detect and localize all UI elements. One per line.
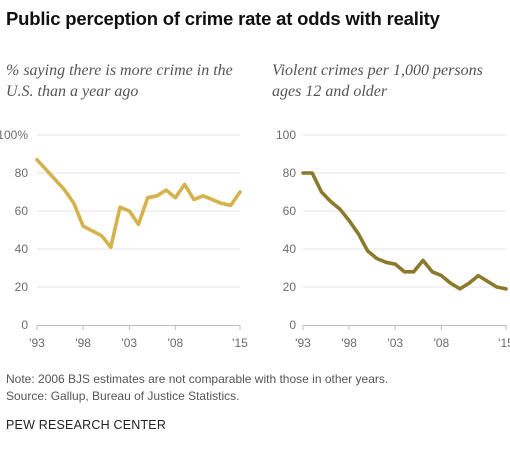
right-x-tick-label: '98: [341, 336, 357, 350]
right-x-tick-label: '08: [434, 336, 450, 350]
left-x-tick-label: '93: [29, 336, 45, 350]
right-y-tick-label: 100: [276, 128, 296, 142]
charts-canvas: 0 20 40 60 80 100% '93 '98 '03 '08 '15 0 20 40 60 80 10…: [0, 128, 510, 350]
left-series-line: [35, 157, 242, 249]
chart-note: Note: 2006 BJS estimates are not compara…: [6, 372, 389, 386]
right-y-tick-label: 20: [283, 280, 297, 294]
left-panel-subtitle: % saying there is more crime in the U.S.…: [6, 62, 233, 100]
left-y-tick-label: 40: [15, 242, 29, 256]
left-y-tick-label: 60: [15, 204, 29, 218]
right-y-tick-label: 60: [283, 204, 297, 218]
right-panel-subtitle: Violent crimes per 1,000 persons ages 12…: [272, 62, 483, 100]
right-y-tick-label: 80: [283, 166, 297, 180]
left-x-tick-label: '08: [168, 336, 184, 350]
right-y-tick-label: 0: [289, 318, 296, 332]
right-panel-chart: 0 20 40 60 80 100 '93 '98 '03 '08 '15: [276, 128, 510, 350]
left-y-tick-label: 20: [15, 280, 29, 294]
right-series-line: [301, 171, 508, 291]
right-x-tick-label: '03: [387, 336, 403, 350]
brand-label: PEW RESEARCH CENTER: [6, 418, 167, 432]
left-y-tick-label: 0: [21, 318, 28, 332]
left-y-tick-label: 80: [15, 166, 29, 180]
chart-source: Source: Gallup, Bureau of Justice Statis…: [6, 389, 240, 403]
left-y-tick-label: 100%: [0, 128, 28, 142]
right-x-tick-label: '15: [498, 336, 510, 350]
right-x-tick-label: '93: [295, 336, 311, 350]
right-y-tick-label: 40: [283, 242, 297, 256]
left-x-tick-label: '15: [232, 336, 248, 350]
left-x-tick-label: '98: [75, 336, 91, 350]
left-x-tick-label: '03: [121, 336, 137, 350]
chart-title: Public perception of crime rate at odds …: [6, 8, 440, 29]
left-panel-chart: 0 20 40 60 80 100% '93 '98 '03 '08 '15: [0, 128, 248, 350]
